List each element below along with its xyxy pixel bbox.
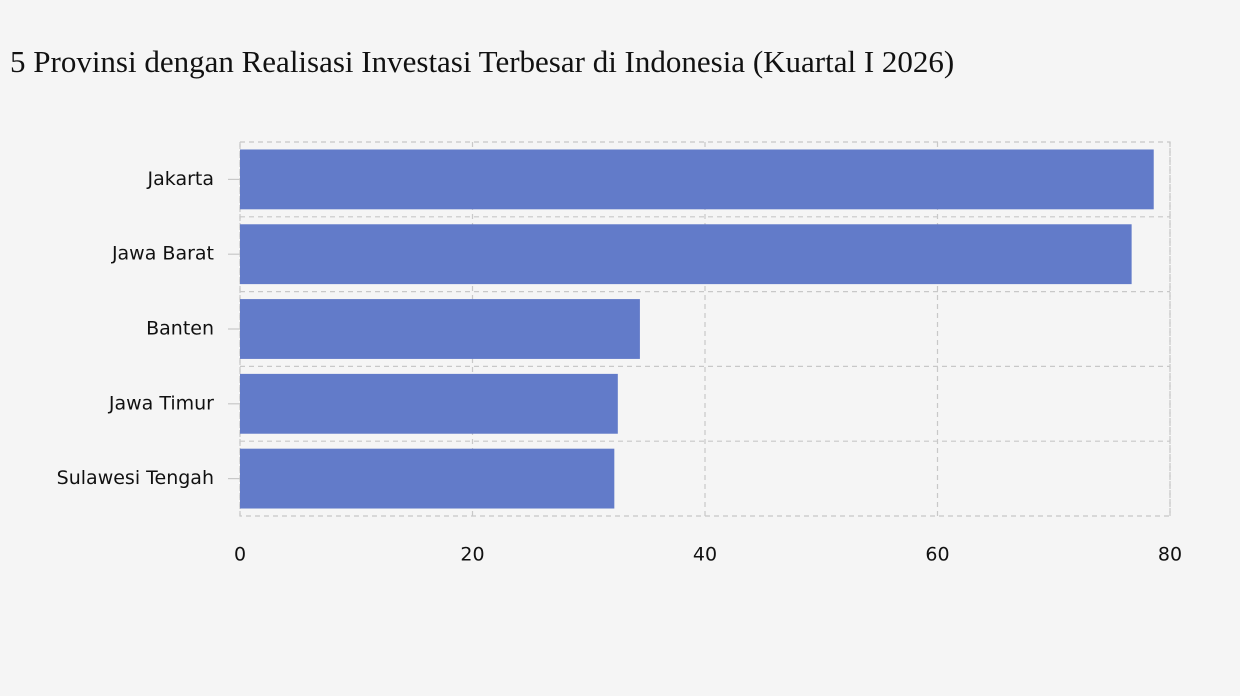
x-tick-label: 80: [1158, 544, 1182, 566]
bar: [240, 224, 1132, 285]
y-tick-label: Jawa Barat: [111, 243, 214, 265]
y-tick-label: Jawa Timur: [108, 392, 214, 414]
bar: [240, 373, 618, 434]
bar: [240, 299, 640, 359]
x-tick-label: 40: [693, 544, 717, 566]
bar: [240, 448, 615, 509]
y-tick-label: Banten: [146, 318, 214, 340]
x-tick-label: 60: [925, 544, 949, 566]
bar: [240, 149, 1154, 210]
y-tick-label: Sulawesi Tengah: [57, 467, 214, 489]
x-tick-label: 0: [234, 544, 246, 566]
y-tick-label: Jakarta: [147, 168, 214, 190]
x-tick-label: 20: [460, 544, 484, 566]
chart-title: 5 Provinsi dengan Realisasi Investasi Te…: [10, 44, 954, 79]
